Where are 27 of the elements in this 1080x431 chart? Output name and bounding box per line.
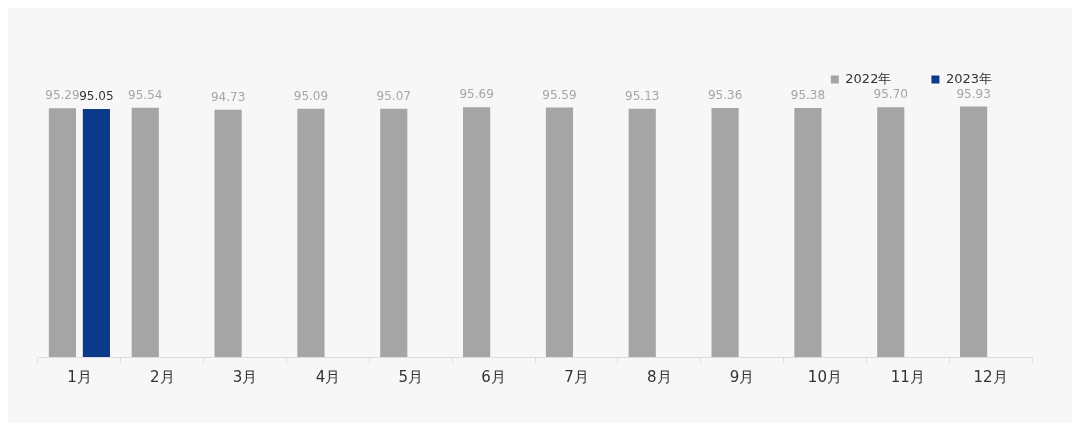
data-label: 95.70 [873,87,908,102]
legend-label: 2022年 [845,70,892,86]
x-tick-label: 10月 [807,367,842,386]
legend-label: 2023年 [945,70,993,86]
x-tick-label: 6月 [481,367,506,386]
x-tick-label: 8月 [646,367,672,386]
data-label: 95.07 [376,88,411,103]
data-label: 95.38 [790,88,826,103]
data-label: 95.54 [128,87,163,102]
data-label: 95.29 [45,88,80,103]
data-label: 95.13 [625,88,660,103]
x-tick-label: 3月 [232,367,258,386]
data-label: 95.93 [956,86,991,101]
data-label: 95.69 [459,87,494,102]
x-tick-label: 9月 [729,367,755,386]
x-tick-label: 2月 [149,367,175,386]
x-tick-label: 5月 [398,367,424,386]
data-label: 94.73 [210,89,246,104]
x-tick-label: 11月 [890,367,925,386]
x-tick-label: 4月 [315,367,341,386]
x-tick-label: 1月 [67,367,92,386]
data-label: 95.05 [79,89,114,104]
x-tick-label: 7月 [564,367,589,386]
data-label: 95.09 [293,88,329,103]
data-label: 95.36 [707,88,743,103]
data-label: 95.59 [542,87,577,102]
x-tick-label: 12月 [973,367,1008,386]
